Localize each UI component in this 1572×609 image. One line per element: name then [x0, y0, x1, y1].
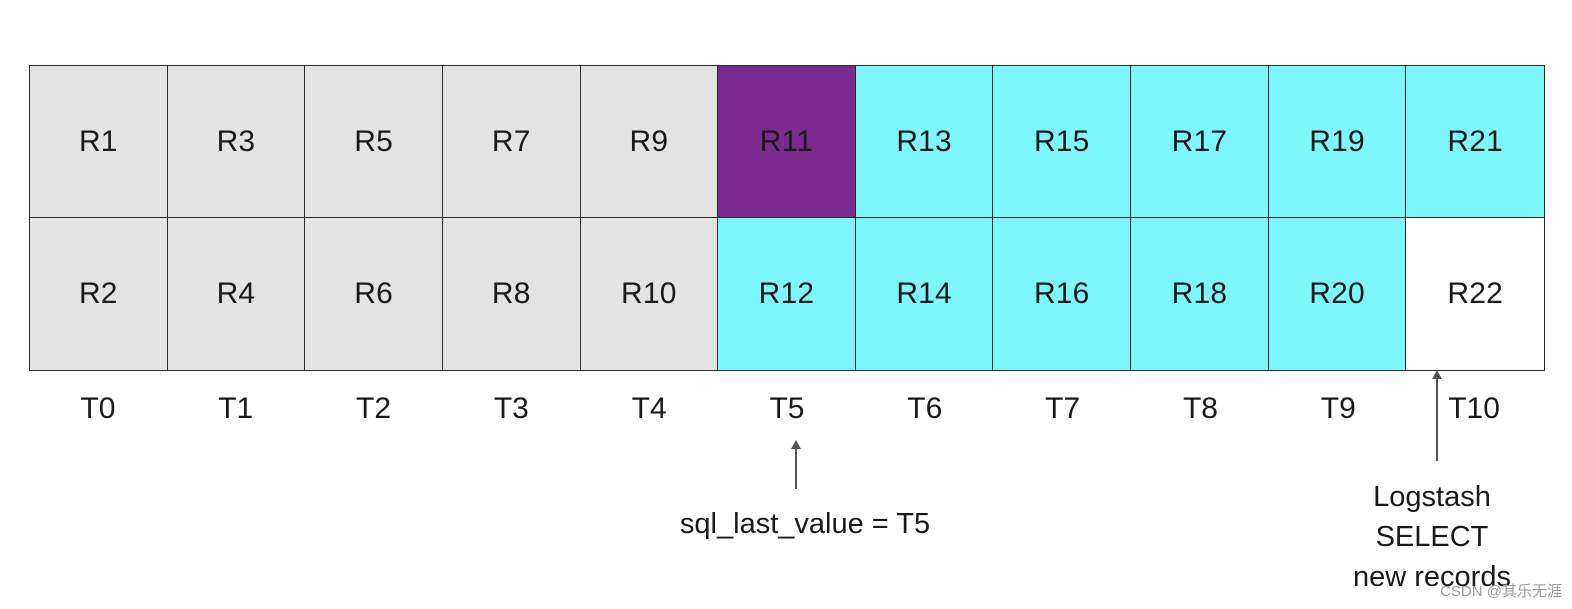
logstash-arrow [1432, 370, 1442, 461]
record-cell-r13: R13 [855, 66, 994, 218]
record-cell-r16: R16 [993, 218, 1132, 370]
time-label-t5: T5 [769, 392, 805, 425]
logstash-caption-line-1: Logstash [1373, 481, 1491, 513]
record-cell-r21: R21 [1406, 66, 1544, 218]
time-label-t9: T9 [1320, 392, 1356, 425]
watermark: CSDN @其乐无涯 [1440, 583, 1562, 600]
time-axis-labels: T0 T1 T2 T3 T4 T5 T6 T7 T8 T9 T10 [29, 392, 1545, 426]
record-cell-r6: R6 [305, 218, 443, 370]
sql-last-value-caption: sql_last_value = T5 [679, 508, 931, 540]
logstash-arrowhead [1432, 370, 1442, 379]
sql-last-value-arrowhead [791, 440, 801, 449]
record-cell-r14: R14 [855, 218, 994, 370]
logstash-caption-line-2: SELECT [1375, 521, 1489, 553]
time-label-t1: T1 [218, 392, 254, 425]
record-grid: R1 R3 R5 R7 R9 R11 R13 R15 R17 R19 R21 R2 R4 R6 R8 R10 R… [29, 65, 1545, 371]
record-cell-r18: R18 [1131, 218, 1269, 370]
record-cell-r22: R22 [1406, 218, 1544, 370]
time-label-t4: T4 [631, 392, 667, 425]
record-cell-r17: R17 [1131, 66, 1269, 218]
record-cell-r20: R20 [1268, 218, 1407, 370]
record-cell-r15: R15 [993, 66, 1132, 218]
logstash-caption: Logstash SELECT new records [1332, 477, 1532, 597]
record-cell-r8: R8 [442, 218, 581, 370]
record-cell-r11: R11 [718, 66, 856, 218]
record-cell-r1: R1 [30, 66, 168, 218]
time-label-t6: T6 [907, 392, 943, 425]
time-label-t3: T3 [493, 392, 529, 425]
time-label-t10: T10 [1448, 392, 1500, 425]
time-label-t7: T7 [1045, 392, 1081, 425]
sql-last-value-arrow [791, 440, 801, 489]
logstash-caption-line-3: new records [1353, 561, 1511, 593]
record-cell-r10: R10 [580, 218, 719, 370]
record-cell-r12: R12 [718, 218, 856, 370]
record-cell-r4: R4 [167, 218, 306, 370]
time-label-t0: T0 [80, 392, 116, 425]
record-cell-r2: R2 [30, 218, 168, 370]
record-cell-r3: R3 [167, 66, 306, 218]
time-label-t2: T2 [356, 392, 392, 425]
record-cell-r7: R7 [442, 66, 581, 218]
record-cell-r19: R19 [1268, 66, 1407, 218]
record-cell-r9: R9 [580, 66, 719, 218]
time-label-t8: T8 [1182, 392, 1218, 425]
record-cell-r5: R5 [305, 66, 443, 218]
